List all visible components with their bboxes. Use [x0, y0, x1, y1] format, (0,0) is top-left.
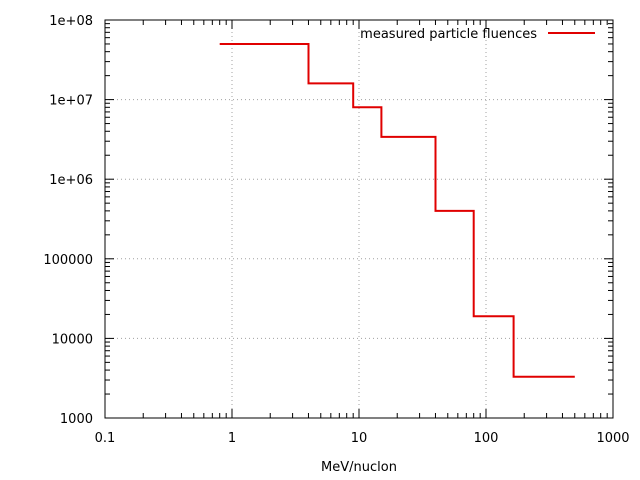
x-tick-label: 0.1: [95, 431, 116, 446]
x-axis-label: MeV/nuclon: [321, 460, 397, 475]
y-tick-labels: 1000 10000 100000 1e+06 1e+07 1e+08: [43, 14, 93, 427]
plot-frame: [104, 19, 614, 419]
x-tick-label: 1000: [596, 431, 629, 446]
legend: measured particle fluences: [360, 27, 595, 42]
legend-label: measured particle fluences: [360, 27, 537, 42]
x-tick-label: 1: [228, 431, 236, 446]
y-tick-label: 1e+07: [49, 94, 93, 109]
y-tick-label: 1000: [60, 412, 93, 427]
y-tick-label: 10000: [52, 332, 93, 347]
series-layer: [219, 43, 575, 378]
x-tick-label: 10: [351, 431, 368, 446]
y-tick-label: 100000: [43, 253, 93, 268]
y-tick-label: 1e+08: [49, 14, 93, 29]
y-tick-label: 1e+06: [49, 173, 93, 188]
series-line-measured-particle-fluences: [219, 43, 575, 378]
minor-ticks: [105, 20, 613, 418]
grid: [105, 20, 613, 418]
x-tick-label: 100: [474, 431, 499, 446]
x-tick-labels: 0.1 1 10 100 1000: [95, 431, 630, 446]
